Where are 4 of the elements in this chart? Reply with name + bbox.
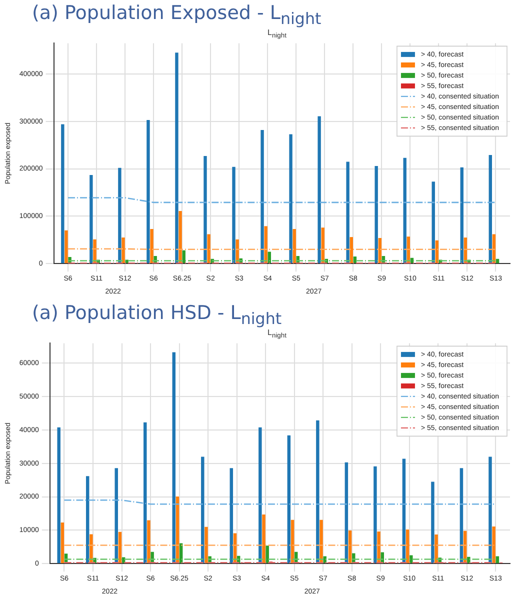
chart-subtitle: L$_{night}$ [266,328,288,340]
chart-title: (a) Population HSD - L$_{night}$ [32,302,282,328]
chart-subtitle: L$_{night}$ [266,28,288,40]
chart-title: (a) Population Exposed - L$_{night}$ [32,2,322,28]
